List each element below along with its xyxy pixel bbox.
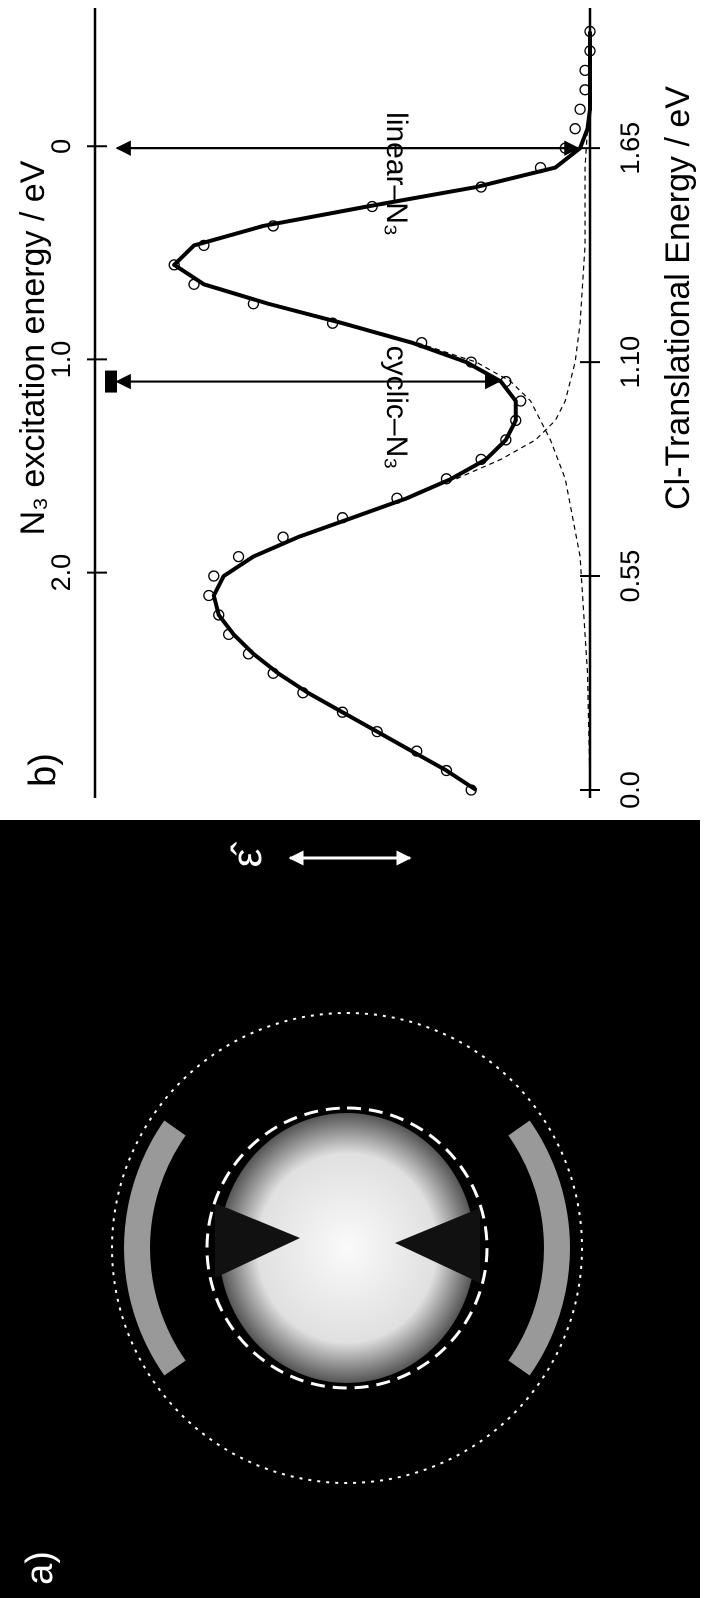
panel-label: a) [19,1551,61,1585]
data-point [232,550,245,563]
x2-tick-label: 0 [46,139,76,154]
inner-ring [205,1106,489,1390]
x-tick-label: 0.0 [615,771,645,809]
outer-ring-arc [124,1247,186,1376]
data-point [569,123,581,135]
data-point [440,764,453,777]
outer-ring-arc [508,1247,570,1376]
data-point [371,726,383,738]
marker-block [105,370,117,393]
x2-tick-label: 1.0 [46,341,76,379]
fit-curve [172,31,592,792]
x-tick-label: 0.55 [615,550,645,603]
annotation-label: cyclic–N₃ [380,346,413,470]
panel-label: b) [22,753,64,787]
x-axis-title: Cl-Translational Energy / eV [659,86,697,510]
outer-ring [111,1012,583,1484]
x2-axis-title: N₃ excitation energy / eV [14,160,52,535]
component-curve [342,322,591,791]
component-curve [456,31,591,480]
central-distribution [219,1113,475,1383]
data-point [208,570,220,582]
rotated-figure: ε̂ a) b) N₃ excitation energy / eV Cl-Tr… [0,8,700,1598]
data-point [168,259,180,271]
data-point [500,434,512,446]
distribution-notch [395,1208,480,1283]
distribution-notch [215,1203,300,1278]
x2-tick-label: 2.0 [46,554,76,592]
outer-ring-arc [124,1120,186,1249]
outer-ring-arc [508,1120,570,1249]
image-panel: ε̂ a) [0,820,700,1598]
data-point [336,706,349,718]
annotation-label: linear–N₃ [380,112,413,236]
x-tick-label: 1.10 [615,336,645,389]
data-point [574,103,586,115]
x-tick-label: 1.65 [615,122,645,175]
